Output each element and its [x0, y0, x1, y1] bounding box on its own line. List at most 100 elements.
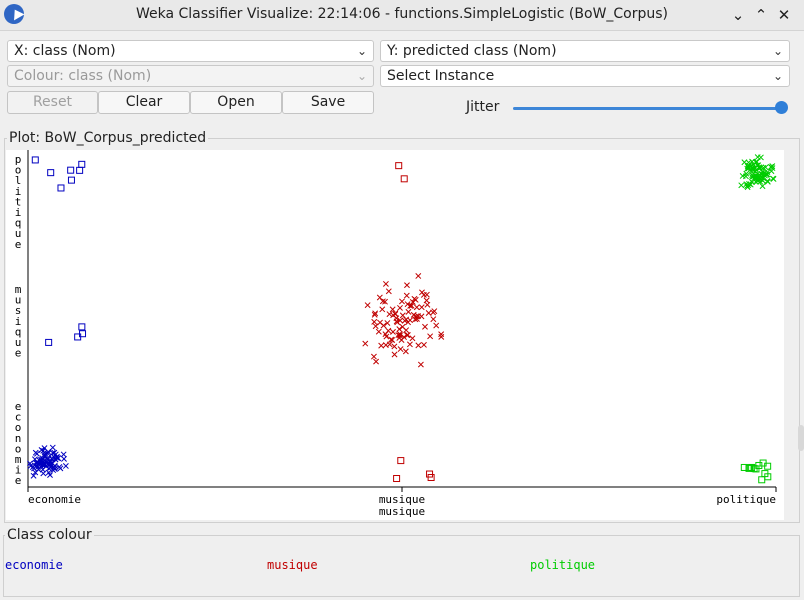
data-point-square [740, 463, 748, 471]
data-point-cross [764, 169, 771, 176]
data-point-cross [404, 282, 410, 289]
data-point-square [78, 323, 86, 331]
select-instance-select[interactable]: Select Instance ⌄ [380, 65, 790, 87]
data-point-cross [409, 299, 416, 305]
plot-frame [4, 138, 800, 523]
data-point-cross [377, 319, 383, 326]
close-icon[interactable]: ✕ [777, 6, 791, 24]
data-point-square [76, 166, 84, 174]
data-point-cross [52, 451, 59, 458]
data-point-cross [371, 318, 378, 325]
x-tick-label: politique [716, 493, 776, 506]
clear-button[interactable]: Clear [98, 91, 190, 114]
data-point-cross [56, 464, 63, 470]
data-point-cross [41, 451, 48, 458]
reset-button[interactable]: Reset [7, 91, 98, 114]
data-point-cross [372, 323, 379, 330]
data-point-cross [762, 164, 769, 171]
data-point-cross [35, 466, 42, 473]
data-point-cross [386, 311, 393, 318]
data-point-cross [759, 183, 766, 190]
data-point-square [31, 156, 39, 164]
plot-title: Plot: BoW_Corpus_predicted [7, 130, 209, 146]
data-point-cross [397, 331, 403, 338]
data-point-cross [382, 280, 389, 287]
y-axis-select[interactable]: Y: predicted class (Nom) ⌄ [380, 40, 790, 62]
x-axis-select[interactable]: X: class (Nom) ⌄ [7, 40, 374, 62]
x-axis-value: X: class (Nom) [14, 43, 116, 59]
colour-value: Colour: class (Nom) [14, 68, 152, 84]
data-point-cross [744, 183, 751, 190]
maximize-icon[interactable]: ⌃ [754, 6, 768, 24]
data-point-square [395, 162, 403, 170]
data-point-cross [404, 332, 411, 338]
class-colour-politique[interactable]: politique [530, 558, 596, 572]
data-point-cross [418, 304, 425, 311]
data-point-cross [399, 323, 406, 330]
data-point-cross [389, 337, 396, 343]
data-point-cross [414, 316, 420, 322]
chevron-down-icon: ⌄ [772, 44, 783, 58]
scroll-handle[interactable] [798, 425, 804, 451]
data-point-cross [407, 317, 414, 324]
data-point-cross [376, 294, 383, 301]
scatter-plot[interactable]: economie musique politique musique e c o n o m i e m… [6, 150, 784, 520]
data-point-cross [431, 308, 438, 315]
colour-select[interactable]: Colour: class (Nom) ⌄ [7, 65, 374, 87]
data-point-cross [769, 165, 776, 172]
data-point-cross [749, 158, 756, 165]
data-point-cross [410, 311, 417, 318]
data-point-cross [420, 291, 427, 298]
save-button[interactable]: Save [282, 91, 374, 114]
data-point-cross [764, 178, 771, 185]
window-title: Weka Classifier Visualize: 22:14:06 - fu… [135, 6, 669, 22]
data-point-cross [752, 173, 759, 180]
data-point-cross [45, 469, 52, 476]
data-point-cross [421, 341, 427, 348]
data-point-cross [49, 450, 56, 456]
jitter-slider-thumb[interactable] [775, 101, 788, 114]
data-point-cross [41, 445, 48, 452]
data-point-cross [370, 353, 377, 360]
data-point-square [427, 474, 435, 482]
data-point-cross [398, 337, 405, 344]
open-button[interactable]: Open [190, 91, 282, 114]
plot-area[interactable]: economie musique politique musique e c o n o m i e m… [6, 150, 784, 520]
data-point-cross [47, 459, 54, 465]
data-point-cross [418, 313, 425, 320]
data-point-cross [47, 464, 54, 471]
data-point-cross [433, 322, 440, 329]
data-point-cross [40, 470, 47, 477]
data-point-cross [770, 176, 777, 182]
data-point-cross [371, 311, 378, 318]
data-point-cross [382, 298, 388, 305]
jitter-slider-track[interactable] [513, 107, 781, 110]
data-point-cross [392, 310, 399, 317]
data-point-square [67, 166, 75, 174]
data-point-cross [407, 302, 414, 309]
data-point-cross [397, 317, 404, 324]
chevron-down-icon: ⌄ [772, 69, 783, 83]
data-point-cross [413, 304, 420, 311]
data-point-cross [415, 273, 422, 279]
data-point-square [759, 459, 767, 467]
class-colour-economie[interactable]: economie [5, 558, 63, 572]
select-instance-value: Select Instance [387, 68, 495, 84]
minimize-icon[interactable]: ⌄ [731, 6, 745, 24]
data-point-cross [747, 181, 754, 188]
data-point-cross [409, 335, 416, 342]
data-point-square [79, 330, 87, 338]
data-point-cross [422, 323, 428, 330]
data-point-cross [399, 312, 406, 319]
chevron-down-icon: ⌄ [356, 69, 367, 83]
data-point-cross [362, 340, 369, 347]
data-point-cross [427, 333, 434, 340]
data-point-cross [384, 320, 391, 326]
data-point-square [400, 175, 408, 183]
data-point-cross [379, 298, 386, 305]
class-colour-musique[interactable]: musique [267, 558, 318, 572]
data-point-cross [62, 463, 69, 469]
data-point-square [764, 473, 772, 481]
data-point-cross [378, 342, 385, 349]
